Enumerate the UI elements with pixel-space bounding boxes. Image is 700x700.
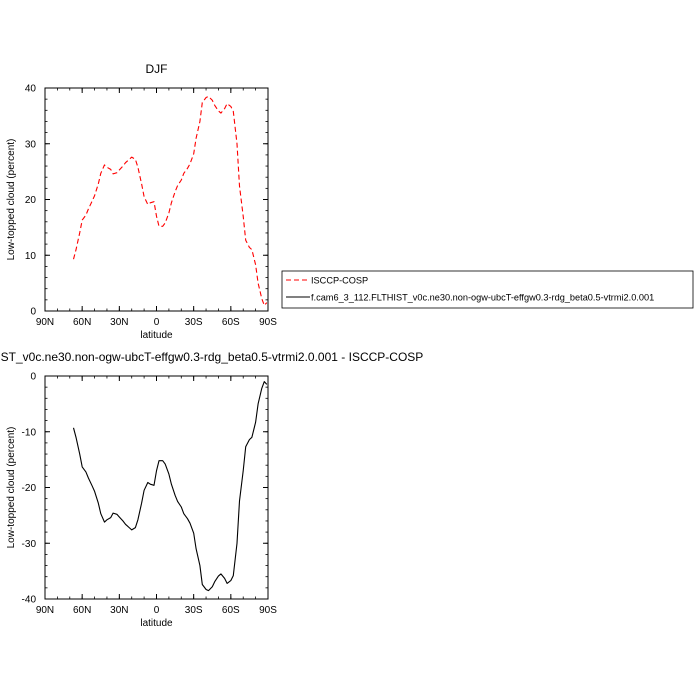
legend-label: ISCCP-COSP xyxy=(311,276,368,286)
x-tick-label: 30S xyxy=(185,605,203,616)
x-tick-label: 0 xyxy=(154,605,160,616)
y-tick-label: -40 xyxy=(22,595,37,606)
x-tick-label: 0 xyxy=(154,317,160,328)
y-tick-label: 0 xyxy=(30,307,36,318)
y-axis-label: Low-topped cloud (percent) xyxy=(6,139,17,261)
x-axis-label: latitude xyxy=(140,330,173,341)
y-tick-label: 0 xyxy=(30,372,36,383)
series-line-difference xyxy=(72,381,268,592)
x-tick-label: 90S xyxy=(259,317,277,328)
chart-panel-1: DJF 90N 60N 30N 0 30S 60S 90S 0 10 20 30 40 latitude L… xyxy=(6,62,277,341)
y-tick-label: 20 xyxy=(25,195,37,206)
x-tick-label: 30S xyxy=(185,317,203,328)
x-tick-label: 30N xyxy=(110,317,128,328)
chart-panel-2: f.cam6_3_112.FLTHIST_v0c.ne30.non-ogw-ub… xyxy=(0,350,423,629)
y-tick-label: 40 xyxy=(25,84,37,95)
x-axis-label: latitude xyxy=(140,618,173,629)
y-axis-label: Low-topped cloud (percent) xyxy=(6,427,17,549)
x-tick-label: 60N xyxy=(73,605,91,616)
x-tick-label: 30N xyxy=(110,605,128,616)
x-tick-label: 60N xyxy=(73,317,91,328)
x-tick-label: 90S xyxy=(259,605,277,616)
y-tick-label: -30 xyxy=(22,539,37,550)
chart-title: DJF xyxy=(146,62,168,76)
y-tick-label: -10 xyxy=(22,427,37,438)
x-tick-label: 60S xyxy=(222,605,240,616)
legend: ISCCP-COSP f.cam6_3_112.FLTHIST_v0c.ne30.… xyxy=(281,270,694,309)
y-tick-label: 30 xyxy=(25,139,37,150)
y-tick-label: -20 xyxy=(22,483,37,494)
x-tick-label: 60S xyxy=(222,317,240,328)
y-tick-label: 10 xyxy=(25,251,37,262)
legend-label: f.cam6_3_112.FLTHIST_v0c.ne30.non-ogw-ub… xyxy=(311,293,654,303)
x-tick-label: 90N xyxy=(36,317,54,328)
series-line-isccp-cosp xyxy=(72,95,268,306)
legend-box xyxy=(281,270,694,309)
chart-title: f.cam6_3_112.FLTHIST_v0c.ne30.non-ogw-ub… xyxy=(0,350,423,364)
x-tick-label: 90N xyxy=(36,605,54,616)
